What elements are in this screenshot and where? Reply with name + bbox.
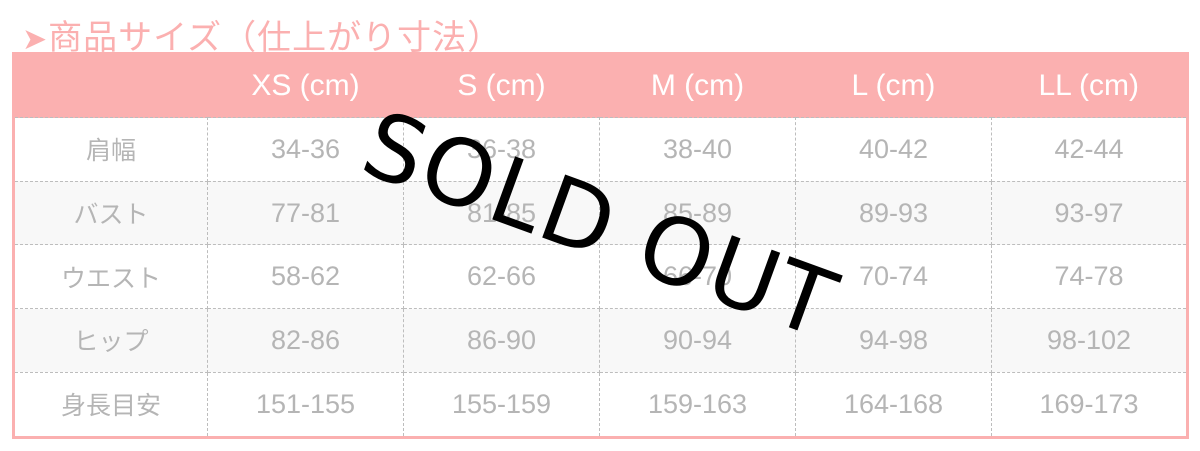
size-value-cell: 36-38 <box>403 117 600 182</box>
size-value-cell: 34-36 <box>207 117 404 182</box>
size-value-cell: 90-94 <box>599 308 796 373</box>
size-value-cell: 77-81 <box>207 180 404 246</box>
row-label: ウエスト <box>13 244 208 310</box>
size-value-cell: 155-159 <box>403 371 600 439</box>
size-value-cell: 86-90 <box>403 308 600 373</box>
size-value-cell: 164-168 <box>795 371 992 439</box>
size-value-cell: 159-163 <box>599 371 796 439</box>
header-cell <box>13 53 208 118</box>
header-cell: L (cm) <box>795 53 992 118</box>
section-title-text: 商品サイズ（仕上がり寸法） <box>48 18 503 58</box>
size-value-cell: 82-86 <box>207 308 404 373</box>
size-value-cell: 98-102 <box>991 308 1188 373</box>
size-value-cell: 89-93 <box>795 180 992 246</box>
table-row: 肩幅 34-36 36-38 38-40 40-42 42-44 <box>13 117 1188 182</box>
table-row: ウエスト 58-62 62-66 66-70 70-74 74-78 <box>13 244 1188 310</box>
size-table: XS (cm) S (cm) M (cm) L (cm) LL (cm) 肩幅 3… <box>12 52 1189 439</box>
size-value-cell: 38-40 <box>599 117 796 182</box>
row-label: バスト <box>13 180 208 246</box>
section-title: ➤商品サイズ（仕上がり寸法） <box>22 10 502 59</box>
arrow-icon: ➤ <box>22 22 49 57</box>
size-value-cell: 81-85 <box>403 180 600 246</box>
size-value-cell: 169-173 <box>991 371 1188 439</box>
size-value-cell: 151-155 <box>207 371 404 439</box>
row-label: 肩幅 <box>13 117 208 182</box>
header-cell: LL (cm) <box>991 53 1188 118</box>
size-value-cell: 40-42 <box>795 117 992 182</box>
header-cell: XS (cm) <box>207 53 404 118</box>
table-row: 身長目安 151-155 155-159 159-163 164-168 169-173 <box>13 371 1188 439</box>
row-label: ヒップ <box>13 308 208 373</box>
row-label: 身長目安 <box>13 371 208 439</box>
header-cell: M (cm) <box>599 53 796 118</box>
size-value-cell: 58-62 <box>207 244 404 310</box>
table-row: ヒップ 82-86 86-90 90-94 94-98 98-102 <box>13 308 1188 373</box>
size-value-cell: 94-98 <box>795 308 992 373</box>
header-cell: S (cm) <box>403 53 600 118</box>
size-value-cell: 70-74 <box>795 244 992 310</box>
header-row: XS (cm) S (cm) M (cm) L (cm) LL (cm) <box>13 53 1188 118</box>
size-value-cell: 42-44 <box>991 117 1188 182</box>
size-value-cell: 74-78 <box>991 244 1188 310</box>
size-value-cell: 93-97 <box>991 180 1188 246</box>
